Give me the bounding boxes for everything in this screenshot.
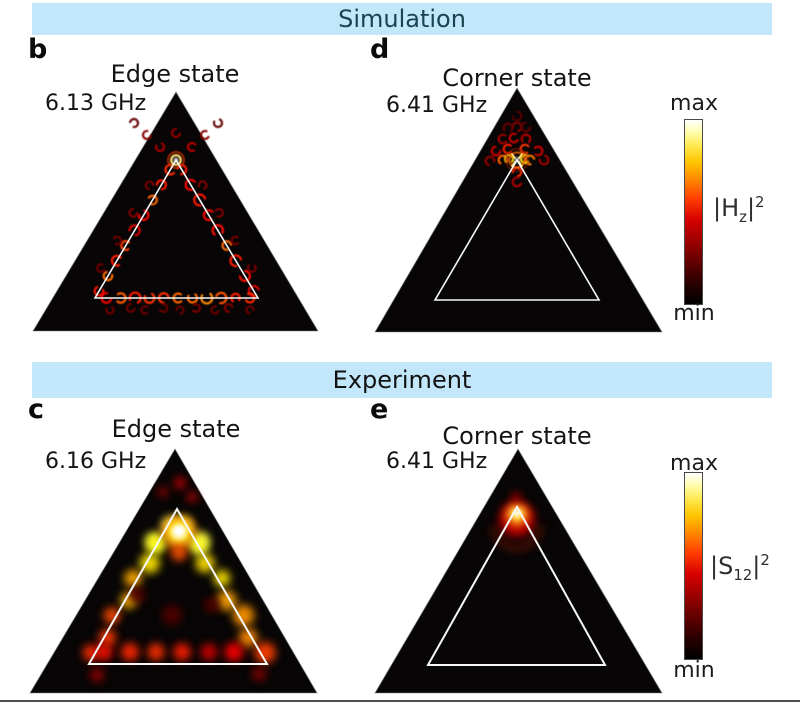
heatmap-simulation-edge-state [32,91,319,332]
inner-boundary [433,158,601,301]
panel-d-frequency: 6.41 GHz [386,93,488,118]
bottom-rule [0,700,800,702]
colorbar-hz-min-label: min [673,301,715,326]
panel-c-frequency: 6.16 GHz [45,449,147,474]
qty-exponent: 2 [760,551,770,569]
heatmap-experiment-corner-state [374,448,663,694]
sample-region [374,87,663,333]
inner-boundary [93,158,260,299]
inner-boundary [87,506,269,665]
panel-b-title: Edge state [110,60,240,88]
qty-bar: | [746,194,756,222]
qty-subscript: 12 [733,565,753,584]
sample-region [374,448,663,694]
panel-e-letter: e [370,394,389,425]
inner-boundary [426,504,607,666]
colorbar-hz-gradient [684,119,703,305]
qty-subscript: z [739,207,747,226]
panel-c-letter: c [28,394,45,425]
panel-b-letter: b [28,34,48,65]
qty-prefix: |H [713,194,740,222]
colorbar-s12-quantity-label: |S12|2 [710,553,770,583]
heatmap-experiment-edge-state [29,448,318,694]
qty-bar: | [752,552,761,580]
qty-exponent: 2 [755,193,765,211]
banner-simulation-label: Simulation [338,5,466,33]
panel-b-frequency: 6.13 GHz [45,91,147,116]
panel-e-frequency: 6.41 GHz [386,449,488,474]
colorbar-hz-max-label: max [670,91,718,116]
panel-c-title: Edge state [111,415,241,443]
colorbar-s12-max-label: max [670,451,718,476]
panel-d-letter: d [370,34,390,65]
colorbar-s12-gradient [684,472,703,660]
banner-simulation: Simulation [32,3,772,35]
banner-experiment: Experiment [32,362,772,398]
colorbar-hz-quantity-label: |Hz|2 [713,195,765,225]
heatmap-simulation-corner-state [374,87,663,333]
qty-prefix: |S [710,552,734,580]
panel-e-title: Corner state [442,422,592,450]
panel-d-title: Corner state [442,64,592,92]
colorbar-s12-min-label: min [673,658,715,683]
banner-experiment-label: Experiment [332,366,472,394]
